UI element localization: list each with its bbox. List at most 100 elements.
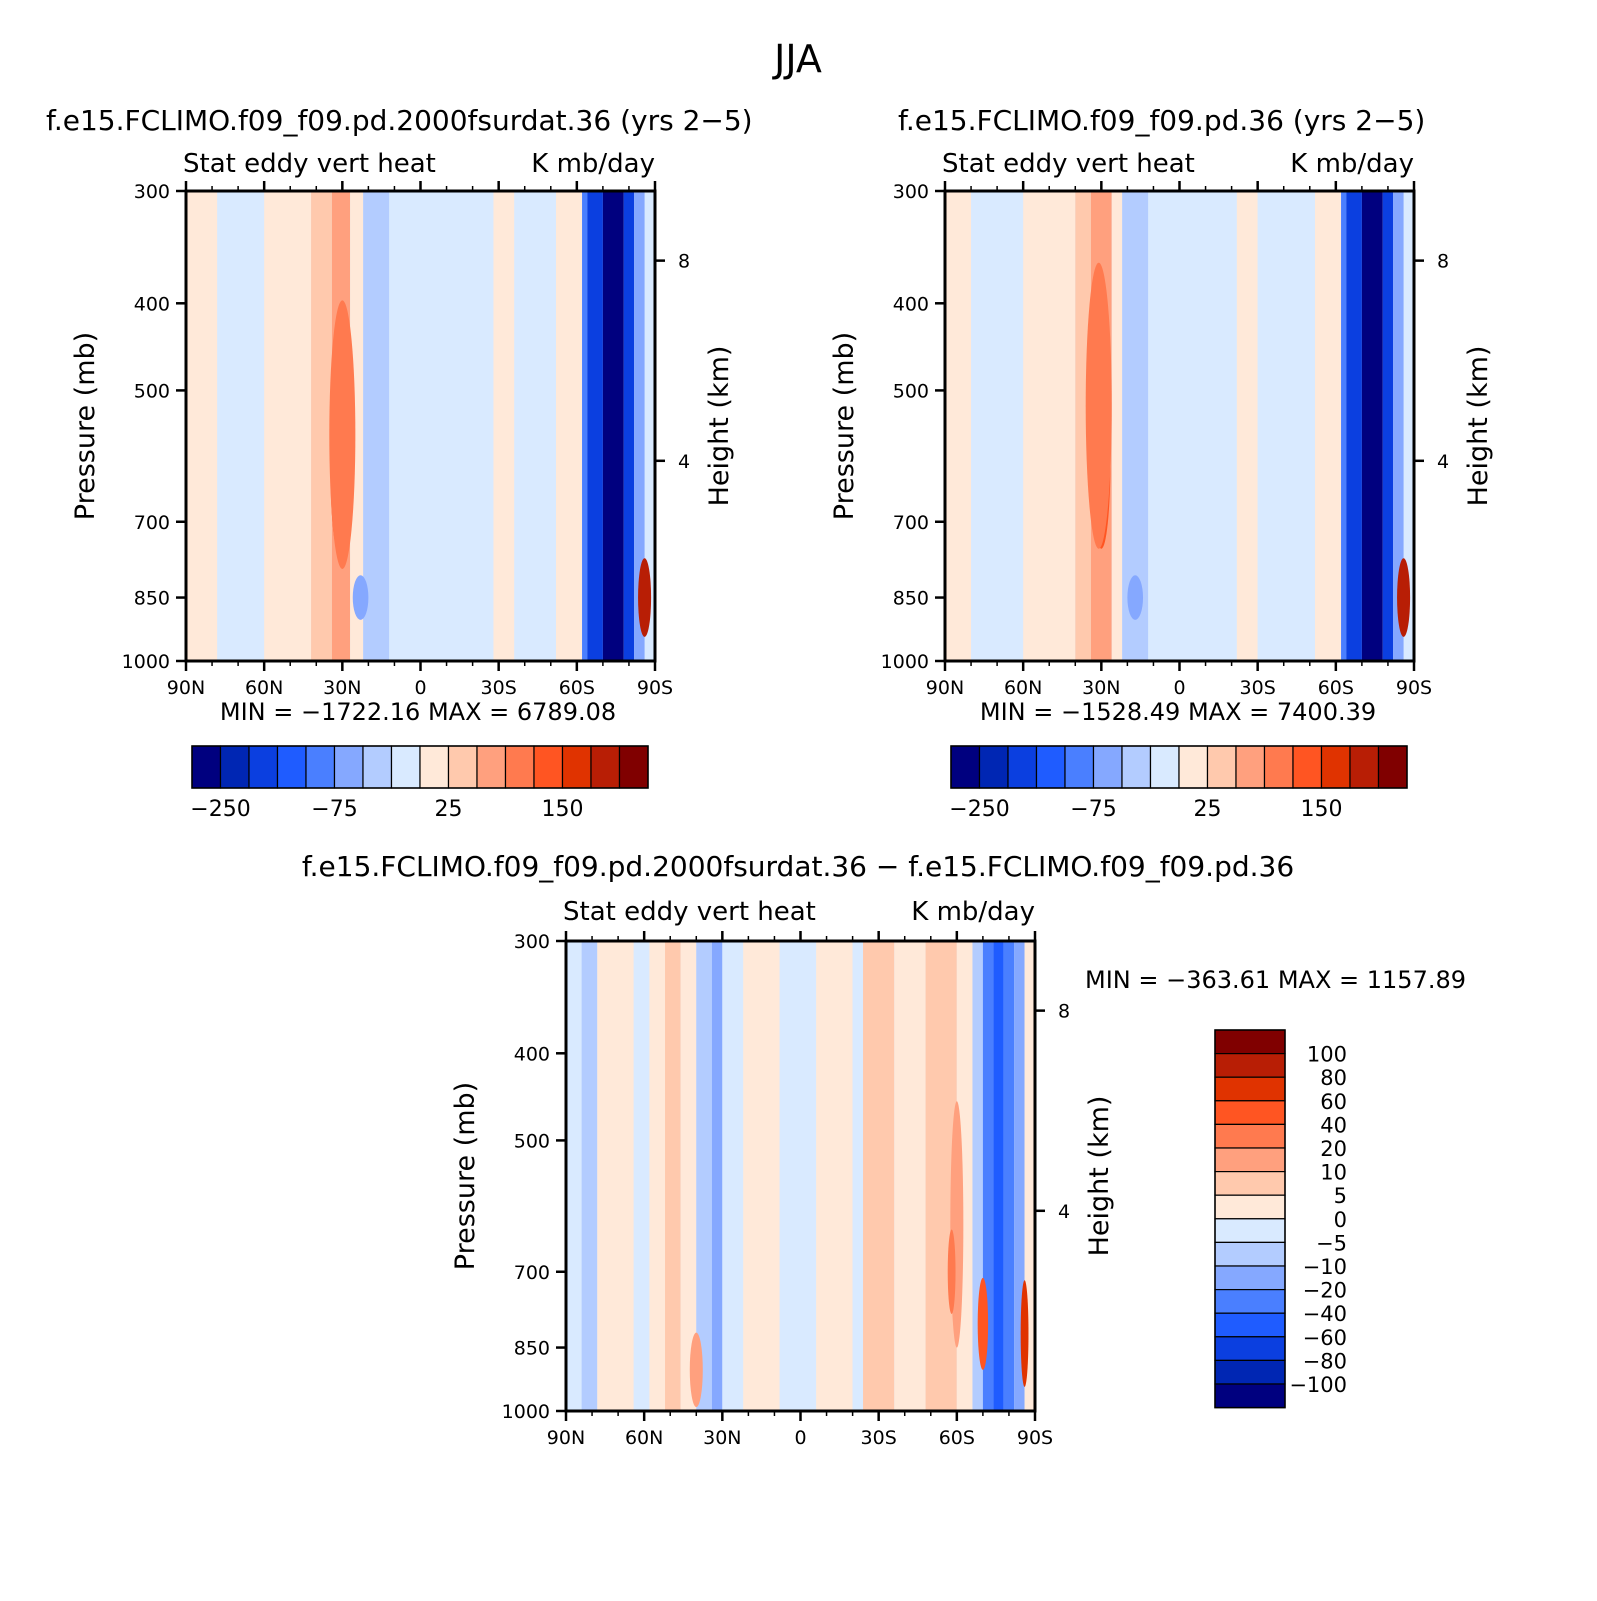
panel2-band-14	[1382, 191, 1394, 661]
panel2-colorbar-box-14	[1349, 745, 1380, 789]
panel1-band-5	[350, 191, 364, 661]
panel3-band-10	[743, 941, 780, 1411]
panel3-band-22	[1014, 941, 1025, 1411]
panel1-colorbar-box-4	[305, 745, 336, 789]
panel2-xtick-label-3: 0	[1173, 677, 1185, 699]
panel3-band-15	[894, 941, 926, 1411]
panel2-colorbar-box-12	[1292, 745, 1323, 789]
panel3-colorbar-box-0	[1214, 1029, 1286, 1055]
panel1-title: f.e15.FCLIMO.f09_f09.pd.2000fsurdat.36 (…	[46, 104, 753, 137]
panel3-band-3	[633, 941, 650, 1411]
panel3-rtick-label-1: 4	[1058, 1201, 1070, 1223]
panel1-colorbar-box-7	[390, 745, 421, 789]
panel3-subtitle-right: K mb/day	[911, 897, 1035, 927]
panel3-colorbar-box-6	[1214, 1170, 1286, 1196]
panel1-band-13	[602, 191, 624, 661]
panel1-xtick-label-3: 0	[414, 677, 426, 699]
panel1-xtick-label-5: 60S	[559, 677, 595, 699]
panel1-colorbar-label-0: −250	[190, 797, 250, 822]
panel1-subtitle-right: K mb/day	[531, 149, 655, 179]
panel3-colorbar-label-6: 5	[1334, 1184, 1347, 1208]
panel2-band-0	[945, 191, 972, 661]
panel3-band-19	[982, 941, 994, 1411]
panel1-band-15	[634, 191, 645, 661]
panel3-xtick-label-1: 60N	[625, 1427, 663, 1449]
panel1-colorbar-box-6	[362, 745, 393, 789]
panel1-colorbar-box-8	[419, 745, 450, 789]
panel1-xtick-label-2: 30N	[323, 677, 361, 699]
panel3-colorbar-box-9	[1214, 1241, 1286, 1267]
panel3-colorbar-box-14	[1214, 1359, 1286, 1385]
panel3-xtick-label-0: 90N	[547, 1427, 585, 1449]
panel3-colorbar-box-5	[1214, 1147, 1286, 1173]
panel2-colorbar-box-10	[1235, 745, 1266, 789]
panel3-band-13	[852, 941, 864, 1411]
panel1-blob-1	[329, 300, 356, 569]
panel3-colorbar-label-0: 100	[1307, 1043, 1347, 1067]
panel2-plot-area	[945, 191, 1414, 661]
panel2-min-max: MIN = −1528.49 MAX = 7400.39	[980, 698, 1376, 726]
panel3-colorbar-label-5: 10	[1320, 1161, 1347, 1185]
panel1-colorbar-box-0	[191, 745, 222, 789]
panel2-band-12	[1346, 191, 1362, 661]
panel1-colorbar-box-13	[561, 745, 592, 789]
panel2-band-9	[1257, 191, 1315, 661]
panel2-colorbar-box-1	[978, 745, 1009, 789]
panel3-colorbar-label-10: −20	[1303, 1279, 1347, 1303]
panel3-colorbar-box-1	[1214, 1052, 1286, 1078]
panel3-ytick-label-3: 700	[514, 1262, 550, 1284]
panel3-blob-2	[947, 1229, 956, 1315]
panel2-band-10	[1314, 191, 1342, 661]
panel1-blob-2	[352, 575, 369, 620]
panel2-colorbar-box-7	[1149, 745, 1180, 789]
panel3-colorbar-box-10	[1214, 1265, 1286, 1291]
panel3-title: f.e15.FCLIMO.f09_f09.pd.2000fsurdat.36 −…	[302, 850, 1294, 883]
panel2-colorbar-box-3	[1035, 745, 1066, 789]
panel2-ytick-label-1: 400	[893, 293, 929, 315]
panel1-colorbar-label-2: 25	[435, 797, 463, 822]
panel2-colorbar-label-1: −75	[1070, 797, 1116, 822]
panel3-colorbar-box-11	[1214, 1288, 1286, 1314]
panel3-band-11	[779, 941, 817, 1411]
panel1-band-7	[389, 191, 494, 661]
panel1-colorbar-label-1: −75	[311, 797, 357, 822]
panel3-band-21	[1003, 941, 1015, 1411]
panel3-colorbar-label-4: 20	[1320, 1137, 1347, 1161]
panel1-band-8	[493, 191, 515, 661]
panel3-subtitle-left: Stat eddy vert heat	[563, 897, 816, 927]
panel2-band-2	[1023, 191, 1076, 661]
panel1-colorbar-box-3	[276, 745, 307, 789]
panel2-title: f.e15.FCLIMO.f09_f09.pd.36 (yrs 2−5)	[898, 104, 1425, 137]
panel3-colorbar-label-1: 80	[1320, 1066, 1347, 1090]
panel3-ylabel-right: Height (km)	[1084, 1096, 1115, 1257]
panel3-colorbar-label-11: −40	[1303, 1302, 1347, 1326]
panel2-band-5	[1111, 191, 1123, 661]
panel1-xtick-label-6: 90S	[637, 677, 673, 699]
panel3-colorbar-label-13: −80	[1303, 1349, 1347, 1373]
panel1-subtitle-left: Stat eddy vert heat	[183, 149, 436, 179]
panel2-band-15	[1393, 191, 1404, 661]
panel3-rtick-label-0: 8	[1058, 1001, 1070, 1023]
panel3-colorbar-label-9: −10	[1303, 1255, 1347, 1279]
panel1-ylabel: Pressure (mb)	[70, 332, 101, 520]
panel2-colorbar-box-4	[1064, 745, 1095, 789]
panel3-band-18	[972, 941, 983, 1411]
panel1-rtick-label-1: 4	[678, 451, 690, 473]
panel2-colorbar-box-15	[1377, 745, 1408, 789]
panel3-xtick-label-3: 0	[794, 1427, 806, 1449]
panel1-band-12	[587, 191, 603, 661]
panel2-ytick-label-4: 850	[893, 588, 929, 610]
panel1-colorbar-box-12	[533, 745, 564, 789]
panel3-colorbar-box-8	[1214, 1218, 1286, 1244]
panel1-band-3	[311, 191, 332, 661]
panel3-colorbar-label-2: 60	[1320, 1090, 1347, 1114]
panel2-rtick-label-0: 8	[1437, 251, 1449, 273]
panel3-colorbar-label-12: −60	[1303, 1326, 1347, 1350]
panel3-band-14	[863, 941, 895, 1411]
panel2-ytick-label-5: 1000	[881, 651, 929, 673]
panel2-rtick-label-1: 4	[1437, 451, 1449, 473]
panel2-ylabel: Pressure (mb)	[829, 332, 860, 520]
panel1-ytick-label-1: 400	[134, 293, 170, 315]
panel2-subtitle-right: K mb/day	[1290, 149, 1414, 179]
panel2-blob-3	[1397, 558, 1411, 637]
